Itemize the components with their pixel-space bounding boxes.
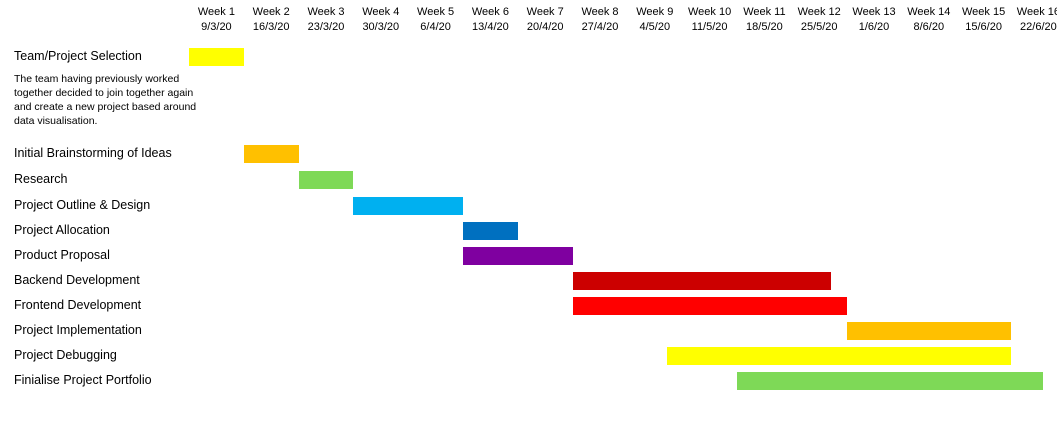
task-label: Frontend Development — [14, 298, 142, 312]
week-date-label: 27/4/20 — [581, 21, 619, 33]
week-label: Week 9 — [636, 6, 674, 18]
week-label: Week 16 — [1016, 6, 1057, 18]
week-label: Week 5 — [417, 6, 455, 18]
task-bar — [737, 372, 1043, 390]
task-bar — [846, 322, 1011, 340]
week-label: Week 1 — [197, 6, 235, 18]
task-note: The team having previously worked togeth… — [14, 73, 197, 127]
week-date-label: 9/3/20 — [201, 21, 232, 33]
task-bar — [353, 197, 463, 215]
task-label: Finialise Project Portfolio — [14, 373, 152, 387]
task-label: Project Allocation — [14, 223, 110, 237]
task-label: Initial Brainstorming of Ideas — [14, 146, 172, 160]
task-label: Product Proposal — [14, 248, 110, 262]
week-date-label: 25/5/20 — [800, 21, 838, 33]
task-bar — [243, 145, 299, 163]
task-label: Project Outline & Design — [14, 198, 151, 212]
week-date-label: 8/6/20 — [913, 21, 945, 33]
week-label: Week 2 — [252, 6, 290, 18]
week-label: Week 10 — [687, 6, 732, 18]
task-bar — [463, 222, 518, 240]
week-label: Week 6 — [471, 6, 509, 18]
week-date-label: 6/4/20 — [420, 21, 451, 33]
task-label: Backend Development — [14, 273, 140, 287]
week-date-label: 18/5/20 — [746, 21, 783, 33]
week-date-label: 13/4/20 — [472, 21, 509, 33]
task-label: Research — [14, 172, 68, 186]
week-label: Week 15 — [961, 6, 1006, 18]
week-date-label: 4/5/20 — [639, 21, 671, 33]
task-bar — [189, 48, 244, 66]
task-bar — [572, 272, 831, 290]
week-label: Week 4 — [362, 6, 400, 18]
week-label: Week 11 — [743, 6, 786, 18]
week-label: Week 8 — [581, 6, 619, 18]
week-date-label: 20/4/20 — [526, 21, 564, 33]
task-bar — [572, 297, 847, 315]
task-bar — [463, 247, 573, 265]
week-date-label: 23/3/20 — [307, 21, 345, 33]
week-date-label: 16/3/20 — [252, 21, 290, 33]
week-date-label: 15/6/20 — [965, 21, 1002, 33]
task-bar — [298, 171, 354, 189]
week-label: Week 12 — [797, 6, 841, 18]
task-label: Team/Project Selection — [14, 49, 142, 63]
week-date-label: 30/3/20 — [362, 21, 400, 33]
week-date-label: 22/6/20 — [1020, 21, 1057, 33]
week-date-label: 1/6/20 — [858, 21, 890, 33]
task-bar — [666, 347, 1011, 365]
week-date-label: 11/5/20 — [691, 21, 728, 33]
task-label: Project Debugging — [14, 348, 117, 362]
week-label: Week 14 — [907, 6, 951, 18]
week-label: Week 13 — [852, 6, 896, 18]
week-label: Week 3 — [307, 6, 345, 18]
week-label: Week 7 — [526, 6, 564, 18]
task-label: Project Implementation — [14, 323, 142, 337]
